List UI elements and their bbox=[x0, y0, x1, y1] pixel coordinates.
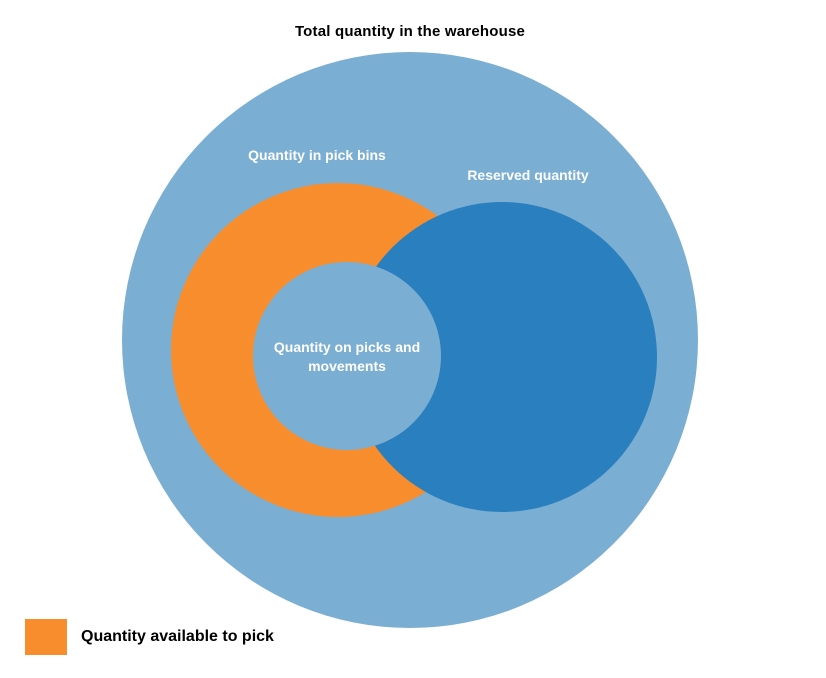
pick-bins-label: Quantity in pick bins bbox=[248, 147, 386, 163]
picks-and-movements-circle bbox=[253, 262, 441, 450]
legend-label: Quantity available to pick bbox=[81, 628, 274, 645]
reserved-quantity-label: Reserved quantity bbox=[467, 167, 589, 183]
legend: Quantity available to pick bbox=[25, 619, 274, 655]
picks-and-movements-label: Quantity on picks and movements bbox=[273, 339, 421, 374]
diagram-title: Total quantity in the warehouse bbox=[294, 23, 526, 40]
legend-orange-swatch bbox=[25, 619, 67, 655]
